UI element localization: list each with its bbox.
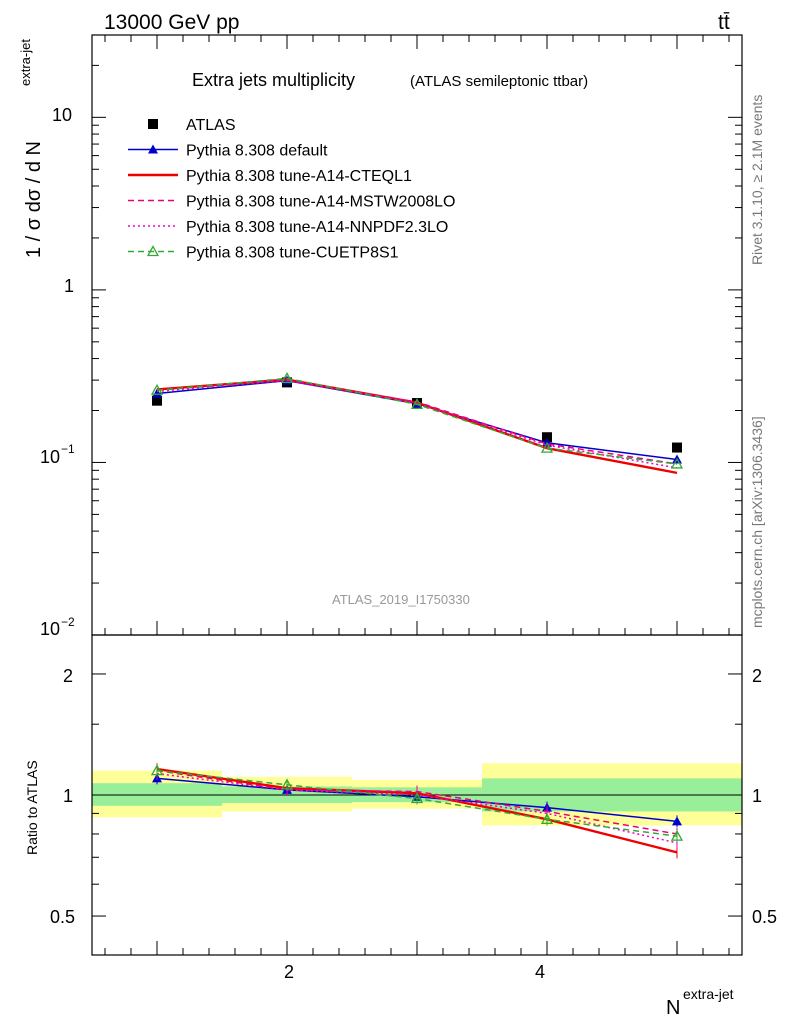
xlabel-base: N <box>666 997 680 1019</box>
top-tick-1: 1 <box>64 276 74 296</box>
legend-marker <box>148 144 158 154</box>
top-tick-10m1-sup: −1 <box>61 442 75 456</box>
energy-label: 13000 GeV pp <box>104 11 239 34</box>
chart-title: Extra jets multiplicity <box>192 70 355 90</box>
legend-marker <box>146 245 160 257</box>
main-data-point <box>152 395 162 406</box>
main-series-line <box>156 379 678 461</box>
legend-entry-5: Pythia 8.308 tune-CUETP8S1 <box>128 245 399 262</box>
main-data-point <box>670 457 684 469</box>
top-tick-10-upper: 10 <box>52 105 72 125</box>
legend-label: Pythia 8.308 tune-A14-NNPDF2.3LO <box>186 219 448 236</box>
main-data-point <box>150 383 164 395</box>
ratio-ylabel: Ratio to ATLAS <box>24 760 40 855</box>
ratio-panel <box>91 634 743 956</box>
main-data-point <box>542 432 552 443</box>
main-series-0 <box>152 377 682 453</box>
main-series-1 <box>152 375 682 464</box>
main-series-2 <box>156 378 678 475</box>
top-tick-10m1: 10 <box>40 447 60 467</box>
main-axis-ticks <box>92 34 742 636</box>
top-ylabel-sup: extra-jet <box>18 39 33 86</box>
legend-entry-1: Pythia 8.308 default <box>128 143 328 160</box>
ratio-tick-1-left: 1 <box>63 786 73 806</box>
top-ylabel-base: 1 / σ dσ / d N <box>23 141 45 258</box>
rivet-label: Rivet 3.1.10, ≥ 2.1M events <box>749 95 765 265</box>
main-panel: Extra jets multiplicity (ATLAS semilepto… <box>91 34 743 636</box>
legend-marker <box>148 119 158 129</box>
main-data-point <box>540 441 554 453</box>
main-series-4 <box>156 379 678 469</box>
x-tick-2: 2 <box>284 962 294 982</box>
main-series-line <box>156 378 678 475</box>
x-tick-4: 4 <box>535 962 545 982</box>
ratio-tick-05-right: 0.5 <box>752 907 777 927</box>
ratio-data-point <box>672 816 682 826</box>
legend-label: Pythia 8.308 default <box>186 143 328 160</box>
chart-subtitle: (ATLAS semileptonic ttbar) <box>410 73 588 90</box>
legend-entry-3: Pythia 8.308 tune-A14-MSTW2008LO <box>128 194 455 211</box>
ratio-data-point <box>280 778 294 790</box>
legend-entry-0: ATLAS <box>148 117 236 134</box>
ratio-tick-1-right: 1 <box>752 786 762 806</box>
ratio-series-4 <box>150 764 684 843</box>
legend-entry-4: Pythia 8.308 tune-A14-NNPDF2.3LO <box>128 219 448 236</box>
xlabel-sup: extra-jet <box>683 986 734 1002</box>
ratio-data-point <box>150 764 164 776</box>
ratio-tick-2-left: 2 <box>63 666 73 686</box>
main-data-point <box>410 398 424 410</box>
main-data-point <box>672 442 682 453</box>
main-series-line <box>156 379 678 465</box>
ratio-tick-2-right: 2 <box>752 666 762 686</box>
ratio-axis-ticks <box>92 673 742 955</box>
top-tick-10m2-sup: −2 <box>61 615 75 629</box>
legend-entry-2: Pythia 8.308 tune-A14-CTEQL1 <box>128 168 412 185</box>
main-series-5 <box>150 372 684 469</box>
ratio-band-green <box>92 783 222 806</box>
top-ylabel: 1 / σ dσ / d N extra-jet <box>18 39 45 258</box>
top-tick-10m2: 10 <box>40 619 60 639</box>
main-data-point <box>152 388 162 398</box>
legend: ATLAS Pythia 8.308 default Pythia 8.308 tu… <box>128 117 455 262</box>
ratio-data-point <box>540 812 554 824</box>
main-data-point <box>280 372 294 384</box>
watermark: ATLAS_2019_I1750330 <box>332 592 470 607</box>
main-series-3 <box>156 379 678 465</box>
main-series-line <box>156 377 678 465</box>
legend-label: Pythia 8.308 tune-A14-MSTW2008LO <box>186 194 455 211</box>
ratio-tick-05-left: 0.5 <box>50 907 75 927</box>
mcplots-label: mcplots.cern.ch [arXiv:1306.3436] <box>749 416 765 628</box>
legend-label: ATLAS <box>186 117 236 134</box>
ratio-data-point <box>670 829 684 841</box>
main-series <box>150 372 684 475</box>
ratio-series <box>150 763 684 859</box>
process-label: tt̄ <box>718 11 730 34</box>
main-series-line <box>156 379 678 469</box>
legend-label: Pythia 8.308 tune-CUETP8S1 <box>186 245 399 262</box>
ratio-data-point <box>410 792 424 804</box>
legend-label: Pythia 8.308 tune-A14-CTEQL1 <box>186 168 412 185</box>
